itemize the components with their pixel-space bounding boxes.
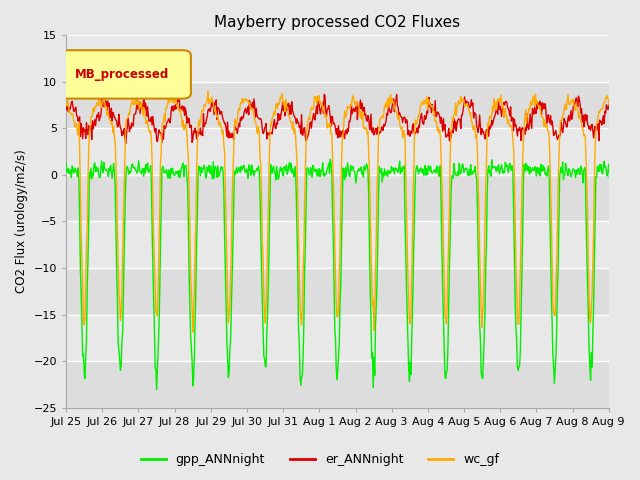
wc_gf: [416, 105, 424, 110]
wc_gf: [204, 89, 212, 95]
wc_gf: [130, 98, 138, 104]
Line: er_ANNnight: er_ANNnight: [66, 90, 640, 144]
er_ANNnight: [417, 114, 424, 120]
er_ANNnight: [238, 114, 246, 120]
er_ANNnight: [132, 111, 140, 117]
Title: Mayberry processed CO2 Fluxes: Mayberry processed CO2 Fluxes: [214, 15, 460, 30]
wc_gf: [62, 101, 70, 107]
er_ANNnight: [99, 87, 106, 93]
gpp_ANNnight: [130, 165, 138, 171]
Bar: [66, 268, 609, 314]
gpp_ANNnight: [62, 160, 70, 166]
Y-axis label: CO2 Flux (urology/m2/s): CO2 Flux (urology/m2/s): [15, 150, 28, 293]
gpp_ANNnight: [326, 156, 334, 162]
wc_gf: [266, 135, 274, 141]
Line: wc_gf: wc_gf: [66, 92, 640, 335]
wc_gf: [449, 114, 456, 120]
er_ANNnight: [289, 108, 296, 113]
gpp_ANNnight: [288, 170, 296, 176]
er_ANNnight: [449, 130, 457, 136]
Bar: [66, 175, 609, 221]
Line: gpp_ANNnight: gpp_ANNnight: [66, 159, 640, 389]
Text: MB_processed: MB_processed: [75, 68, 169, 81]
er_ANNnight: [62, 107, 70, 112]
er_ANNnight: [267, 131, 275, 137]
wc_gf: [622, 332, 630, 338]
gpp_ANNnight: [266, 201, 274, 207]
FancyBboxPatch shape: [61, 50, 191, 98]
Legend: gpp_ANNnight, er_ANNnight, wc_gf: gpp_ANNnight, er_ANNnight, wc_gf: [136, 448, 504, 471]
Bar: [66, 82, 609, 128]
gpp_ANNnight: [153, 386, 161, 392]
Bar: [66, 361, 609, 408]
er_ANNnight: [122, 141, 129, 146]
wc_gf: [288, 119, 296, 125]
gpp_ANNnight: [449, 175, 457, 181]
gpp_ANNnight: [237, 163, 245, 169]
wc_gf: [237, 100, 245, 106]
gpp_ANNnight: [417, 165, 424, 171]
